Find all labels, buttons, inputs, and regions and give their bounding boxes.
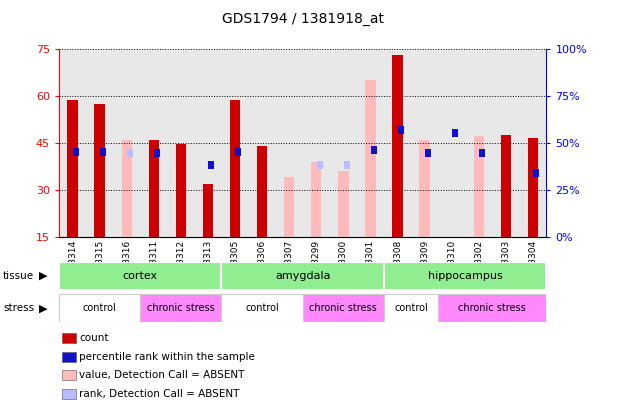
Bar: [140, 294, 222, 322]
Text: tissue: tissue: [3, 271, 34, 281]
Bar: [235, 148, 242, 156]
Bar: [257, 146, 267, 237]
Bar: [411, 49, 438, 237]
Bar: [73, 148, 79, 156]
Bar: [371, 146, 377, 154]
Bar: [230, 100, 240, 237]
Bar: [100, 148, 106, 156]
Bar: [317, 162, 322, 169]
Bar: [479, 149, 485, 157]
Bar: [452, 130, 458, 137]
Bar: [311, 162, 322, 237]
Text: stress: stress: [3, 303, 34, 313]
Bar: [59, 262, 222, 290]
Bar: [438, 294, 546, 322]
Bar: [528, 138, 538, 237]
Text: control: control: [245, 303, 279, 313]
Bar: [425, 149, 431, 157]
Bar: [113, 49, 140, 237]
Bar: [203, 183, 213, 237]
Bar: [59, 294, 140, 322]
Bar: [419, 140, 430, 237]
Bar: [194, 49, 222, 237]
Bar: [492, 49, 519, 237]
Bar: [474, 136, 484, 237]
Text: rank, Detection Call = ABSENT: rank, Detection Call = ABSENT: [79, 389, 240, 399]
Bar: [176, 144, 186, 237]
Bar: [68, 100, 78, 237]
Bar: [59, 49, 86, 237]
Bar: [222, 262, 384, 290]
Bar: [248, 49, 276, 237]
Bar: [94, 104, 105, 237]
Text: GDS1794 / 1381918_at: GDS1794 / 1381918_at: [222, 12, 384, 26]
Bar: [208, 162, 214, 169]
Bar: [127, 149, 133, 157]
Text: count: count: [79, 333, 109, 343]
Bar: [519, 49, 546, 237]
Bar: [330, 49, 357, 237]
Bar: [284, 177, 294, 237]
Text: amygdala: amygdala: [275, 271, 330, 281]
Bar: [357, 49, 384, 237]
Bar: [302, 49, 330, 237]
Text: chronic stress: chronic stress: [458, 303, 526, 313]
Bar: [392, 55, 402, 237]
Bar: [365, 80, 376, 237]
Bar: [384, 49, 411, 237]
Bar: [140, 49, 167, 237]
Bar: [533, 169, 539, 177]
Bar: [154, 149, 160, 157]
Text: percentile rank within the sample: percentile rank within the sample: [79, 352, 255, 362]
Bar: [122, 140, 132, 237]
Text: value, Detection Call = ABSENT: value, Detection Call = ABSENT: [79, 371, 245, 380]
Text: hippocampus: hippocampus: [428, 271, 502, 281]
Bar: [338, 171, 348, 237]
Text: chronic stress: chronic stress: [309, 303, 377, 313]
Bar: [398, 126, 404, 134]
Bar: [86, 49, 113, 237]
Bar: [343, 162, 350, 169]
Bar: [276, 49, 302, 237]
Text: ▶: ▶: [39, 303, 48, 313]
Bar: [384, 294, 438, 322]
Bar: [167, 49, 194, 237]
Bar: [501, 135, 511, 237]
Text: control: control: [394, 303, 428, 313]
Bar: [438, 49, 465, 237]
Bar: [465, 49, 492, 237]
Bar: [384, 262, 546, 290]
Text: control: control: [83, 303, 117, 313]
Bar: [222, 294, 302, 322]
Bar: [302, 294, 384, 322]
Bar: [222, 49, 248, 237]
Bar: [148, 140, 159, 237]
Text: cortex: cortex: [123, 271, 158, 281]
Text: ▶: ▶: [39, 271, 48, 281]
Text: chronic stress: chronic stress: [147, 303, 215, 313]
